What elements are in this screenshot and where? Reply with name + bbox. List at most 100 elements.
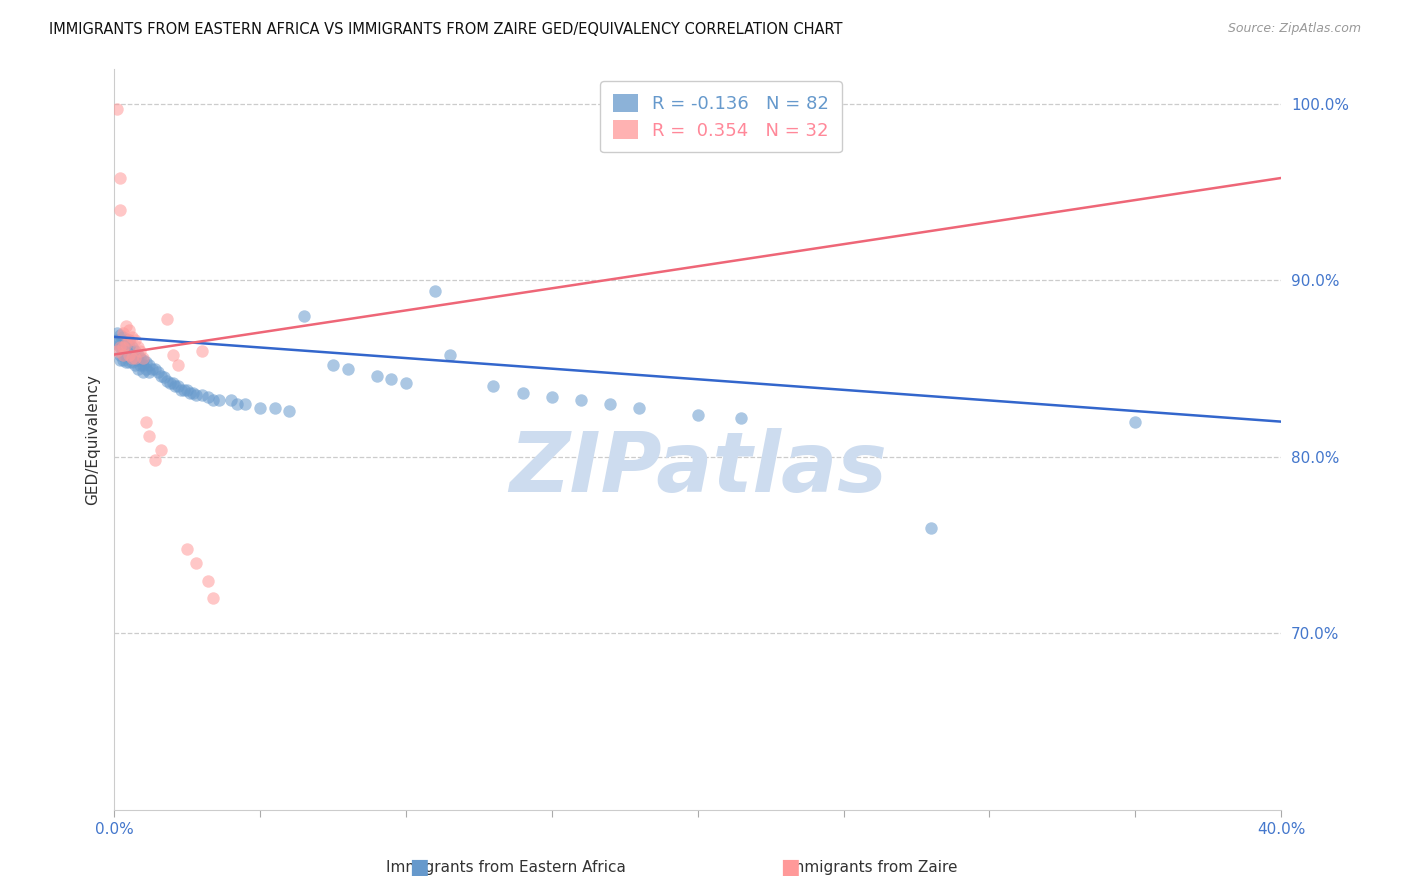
Point xyxy=(249,401,271,415)
Point xyxy=(395,376,418,390)
Text: ZIPatlas: ZIPatlas xyxy=(509,428,887,509)
Point xyxy=(569,393,592,408)
Point xyxy=(129,351,152,365)
Point xyxy=(121,341,143,355)
Point xyxy=(111,341,134,355)
Point xyxy=(124,358,146,372)
Point xyxy=(292,309,315,323)
Point xyxy=(278,404,301,418)
Point xyxy=(159,376,181,390)
Point xyxy=(124,344,146,359)
Point xyxy=(439,347,461,361)
Point xyxy=(132,352,155,367)
Point xyxy=(202,393,225,408)
Point xyxy=(118,341,141,355)
Point xyxy=(628,401,651,415)
Point xyxy=(129,358,152,372)
Point xyxy=(108,347,131,361)
Point xyxy=(127,361,149,376)
Point xyxy=(208,393,231,408)
Point xyxy=(1123,415,1146,429)
Point xyxy=(132,358,155,372)
Point xyxy=(108,341,131,355)
Point xyxy=(111,341,134,355)
Point xyxy=(132,351,155,365)
Point xyxy=(108,171,131,186)
Point xyxy=(135,415,157,429)
Point xyxy=(121,347,143,361)
Point xyxy=(121,351,143,365)
Point xyxy=(127,352,149,367)
Point xyxy=(115,337,138,351)
Point xyxy=(105,102,128,116)
Point xyxy=(423,284,446,298)
Point xyxy=(190,344,212,359)
Point xyxy=(322,358,344,372)
Point xyxy=(138,429,160,443)
Point xyxy=(482,379,505,393)
Point xyxy=(235,397,257,411)
Point xyxy=(105,334,128,348)
Point xyxy=(105,337,128,351)
Point xyxy=(686,408,709,422)
Text: Source: ZipAtlas.com: Source: ZipAtlas.com xyxy=(1227,22,1361,36)
Point xyxy=(138,358,160,372)
Point xyxy=(111,330,134,344)
Point xyxy=(202,591,225,606)
Point xyxy=(730,411,752,425)
Point xyxy=(190,388,212,402)
Point xyxy=(118,334,141,348)
Point xyxy=(143,453,166,467)
Point xyxy=(149,442,172,457)
Point xyxy=(135,361,157,376)
Y-axis label: GED/Equivalency: GED/Equivalency xyxy=(86,374,100,505)
Point xyxy=(540,390,562,404)
Point xyxy=(162,376,184,390)
Text: ■: ■ xyxy=(409,857,429,877)
Point xyxy=(124,334,146,348)
Point xyxy=(156,312,179,326)
Point xyxy=(336,361,359,376)
Point xyxy=(143,361,166,376)
Point xyxy=(111,347,134,361)
Point xyxy=(118,323,141,337)
Point xyxy=(108,337,131,351)
Point xyxy=(115,334,138,348)
Point xyxy=(124,351,146,365)
Text: Immigrants from Zaire: Immigrants from Zaire xyxy=(786,860,957,874)
Point xyxy=(115,319,138,334)
Point xyxy=(108,202,131,217)
Point xyxy=(108,328,131,343)
Point xyxy=(115,341,138,355)
Point xyxy=(141,361,163,376)
Point xyxy=(105,326,128,341)
Point xyxy=(176,383,198,397)
Point xyxy=(138,365,160,379)
Point xyxy=(121,354,143,368)
Point xyxy=(380,372,402,386)
Point xyxy=(146,365,169,379)
Point xyxy=(115,347,138,361)
Text: ■: ■ xyxy=(780,857,800,877)
Point xyxy=(105,344,128,359)
Point xyxy=(920,520,942,534)
Point xyxy=(167,358,190,372)
Point xyxy=(197,574,219,588)
Point xyxy=(366,368,388,383)
Point xyxy=(127,347,149,361)
Point xyxy=(111,352,134,367)
Point xyxy=(599,397,621,411)
Point xyxy=(118,347,141,361)
Point xyxy=(108,352,131,367)
Point xyxy=(170,383,193,397)
Point xyxy=(512,386,534,401)
Point xyxy=(118,334,141,348)
Point xyxy=(135,354,157,368)
Point xyxy=(132,365,155,379)
Text: Immigrants from Eastern Africa: Immigrants from Eastern Africa xyxy=(387,860,626,874)
Point xyxy=(179,386,201,401)
Point xyxy=(124,351,146,365)
Point xyxy=(165,379,187,393)
Point xyxy=(173,383,195,397)
Point xyxy=(181,386,204,401)
